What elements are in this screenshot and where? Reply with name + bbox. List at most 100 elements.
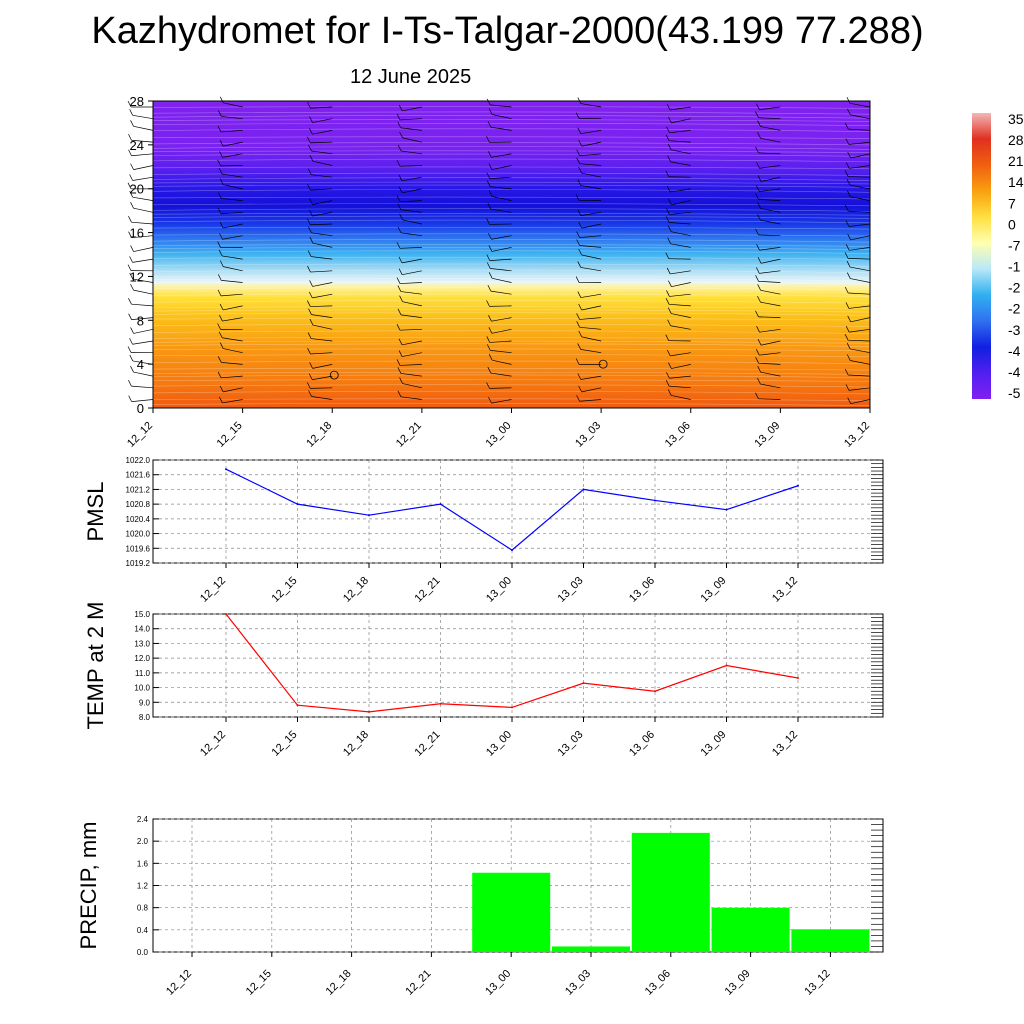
contour-line (152, 244, 871, 247)
colorbar-label: -7 (1008, 237, 1021, 253)
wind-barb-feather (576, 157, 580, 164)
wind-barb-feather (847, 108, 851, 115)
wind-barb-feather (218, 110, 222, 117)
panel-frame-1 (152, 459, 884, 564)
wind-barb (580, 130, 602, 135)
wind-barb (491, 153, 512, 158)
y-tick-label: 0.8 (137, 904, 149, 913)
data-point (582, 682, 585, 685)
contour-line (152, 402, 871, 406)
wind-barb-feather (219, 260, 224, 267)
x-tick-label: 12_15 (215, 420, 245, 450)
contour-line (152, 306, 871, 309)
x-tick-label: 13_12 (770, 575, 800, 605)
wind-barb-feather (308, 226, 312, 233)
wind-barb-feather (667, 307, 672, 314)
wind-barb (401, 340, 422, 346)
wind-barb (579, 245, 602, 248)
wind-barb-feather (665, 298, 670, 305)
wind-barb (759, 188, 781, 192)
contour-line (152, 343, 871, 347)
wind-barb (399, 165, 422, 167)
wind-barb (132, 114, 154, 120)
wind-barb-feather (576, 321, 580, 328)
wind-barb-feather (486, 136, 490, 143)
wind-barb (312, 364, 333, 369)
contour-line (152, 317, 871, 321)
wind-barb (850, 360, 871, 365)
wind-barb-feather (397, 121, 402, 129)
y-tick-label: 0.0 (137, 948, 149, 957)
wind-barb-feather (575, 112, 580, 119)
contour-line (152, 146, 871, 150)
data-point (439, 702, 442, 705)
wind-barb-feather (129, 174, 133, 181)
heatmap-field (153, 101, 870, 408)
wind-barb (223, 387, 243, 393)
wind-barb-feather (396, 160, 401, 167)
wind-barb (310, 387, 333, 389)
wind-barb-feather (129, 109, 133, 116)
y-tick-label: 1.6 (137, 859, 149, 868)
wind-barb (759, 270, 781, 274)
data-point (368, 710, 370, 713)
wind-barb-feather (219, 151, 223, 158)
contour-line (152, 309, 871, 313)
chart-subtitle: 12 June 2025 (350, 66, 472, 88)
wind-barb (132, 278, 154, 283)
wind-barb-feather (129, 191, 134, 198)
contour-line (152, 142, 871, 146)
wind-barb (312, 160, 333, 166)
wind-barb-feather (219, 385, 224, 393)
wind-barb (402, 270, 422, 276)
wind-barb-feather (847, 233, 851, 241)
wind-barb-feather (756, 267, 760, 274)
wind-barb-feather (757, 284, 761, 291)
wind-barb-feather (757, 339, 762, 346)
y-axis-label: TEMP at 2 M (83, 602, 108, 730)
wind-barb-feather (396, 195, 401, 202)
wind-barb-feather (309, 237, 314, 244)
wind-barb-feather (307, 250, 312, 257)
wind-barb-feather (488, 163, 493, 170)
wind-barb-feather (667, 319, 671, 326)
wind-barb-feather (307, 347, 311, 355)
y-axis-label: PRECIP, mm (76, 822, 101, 950)
wind-barb-feather (845, 244, 850, 251)
wind-barb (850, 196, 871, 201)
contour-line (152, 119, 871, 122)
colorbar-label: 7 (1008, 195, 1016, 211)
wind-barb-feather (756, 244, 760, 251)
wind-barb-feather (128, 216, 132, 223)
wind-barb (491, 235, 512, 240)
y-tick-label: 10.0 (134, 684, 150, 693)
wind-barb-feather (218, 167, 223, 175)
wind-barb-feather (577, 179, 582, 186)
wind-barb (310, 352, 333, 355)
wind-barb-feather (488, 272, 493, 279)
wind-barb-feather (755, 357, 759, 364)
colorbar-label: -2 (1008, 280, 1021, 296)
wind-barb (312, 242, 333, 248)
wind-barb-feather (219, 96, 224, 103)
wind-barb (849, 165, 871, 169)
contour-line (152, 360, 871, 365)
wind-barb (760, 289, 781, 295)
wind-barb-feather (219, 139, 224, 147)
wind-barb-feather (398, 186, 403, 193)
wind-barb-feather (398, 174, 403, 182)
y-tick-label: 1019.2 (126, 559, 151, 568)
wind-barb (400, 232, 422, 237)
x-tick-label: 13_06 (627, 729, 657, 759)
wind-barb (848, 176, 871, 178)
colorbar-label: -3 (1008, 322, 1021, 338)
wind-barb (131, 139, 154, 143)
wind-barb-feather (219, 342, 224, 349)
colorbar-label: 0 (1008, 216, 1016, 232)
x-tick-label: 12_15 (244, 968, 274, 998)
wind-barb (222, 235, 243, 240)
wind-barb-feather (577, 209, 582, 216)
wind-barb-feather (309, 318, 314, 326)
wind-barb (400, 396, 422, 400)
wind-barb (491, 247, 512, 252)
